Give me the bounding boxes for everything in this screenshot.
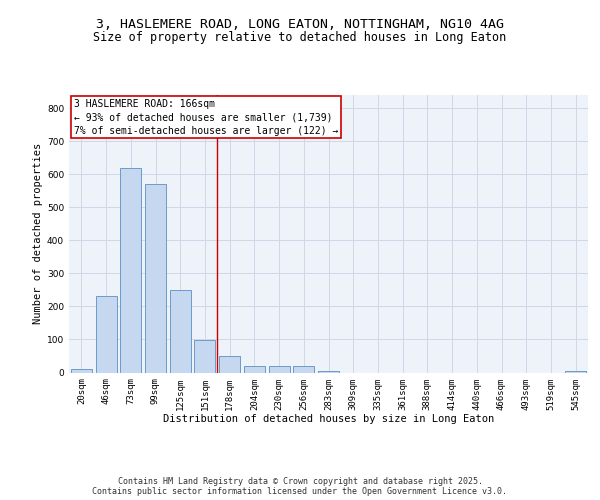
Bar [71, 369, 92, 372]
Bar [219, 356, 240, 372]
Text: Contains HM Land Registry data © Crown copyright and database right 2025.: Contains HM Land Registry data © Crown c… [118, 477, 482, 486]
Bar [194, 340, 215, 372]
X-axis label: Distribution of detached houses by size in Long Eaton: Distribution of detached houses by size … [163, 414, 494, 424]
Text: 3 HASLEMERE ROAD: 166sqm
← 93% of detached houses are smaller (1,739)
7% of semi: 3 HASLEMERE ROAD: 166sqm ← 93% of detach… [74, 99, 338, 136]
Bar [120, 168, 141, 372]
Bar [565, 371, 586, 372]
Bar [293, 366, 314, 372]
Bar [145, 184, 166, 372]
Y-axis label: Number of detached properties: Number of detached properties [33, 143, 43, 324]
Bar [244, 366, 265, 372]
Bar [318, 371, 339, 372]
Bar [170, 290, 191, 372]
Bar [269, 366, 290, 372]
Text: Contains public sector information licensed under the Open Government Licence v3: Contains public sector information licen… [92, 487, 508, 496]
Text: 3, HASLEMERE ROAD, LONG EATON, NOTTINGHAM, NG10 4AG: 3, HASLEMERE ROAD, LONG EATON, NOTTINGHA… [96, 18, 504, 30]
Text: Size of property relative to detached houses in Long Eaton: Size of property relative to detached ho… [94, 31, 506, 44]
Bar [95, 296, 116, 372]
